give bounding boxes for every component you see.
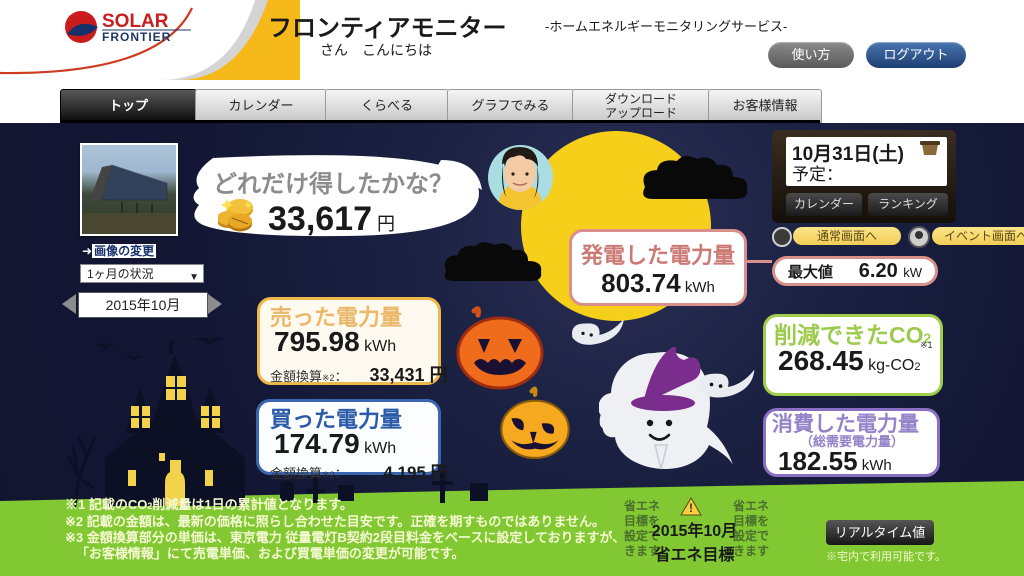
svg-text:!: !	[689, 501, 693, 515]
svg-text:SOLAR: SOLAR	[102, 11, 169, 32]
svg-text:FRONTIER: FRONTIER	[102, 30, 171, 44]
